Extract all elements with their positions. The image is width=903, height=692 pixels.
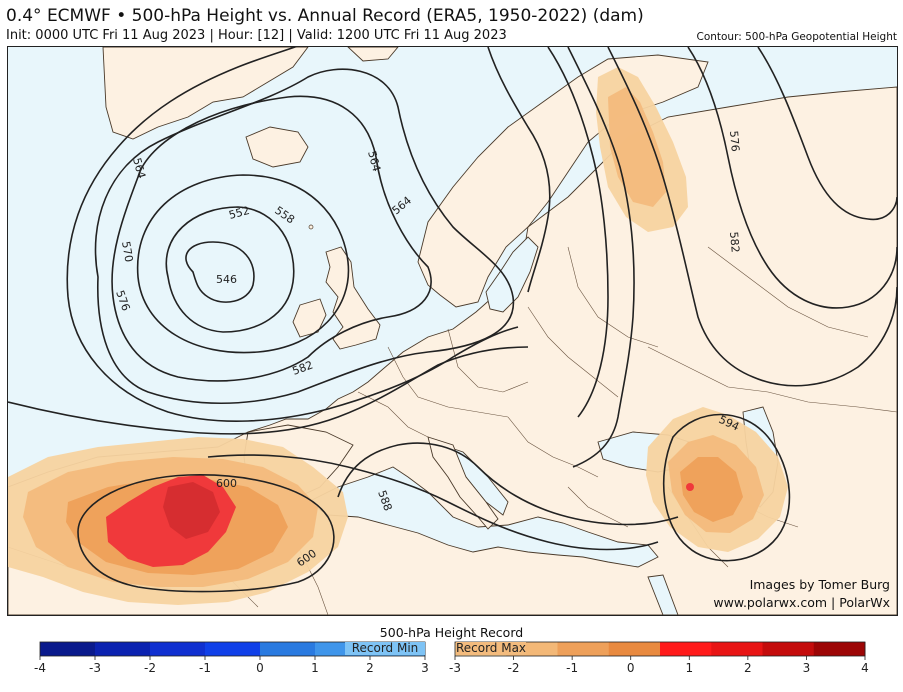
contour-label: 582 — [727, 231, 742, 253]
contour-label: 600 — [216, 477, 237, 490]
colorbar-legend: 500-hPa Height Record Record Min Record … — [0, 620, 903, 692]
contour-note: Contour: 500-hPa Geopotential Height — [696, 31, 897, 43]
colorbar-tick-label: -1 — [199, 661, 211, 675]
colorbar-tick-label: 2 — [366, 661, 374, 675]
colorbar-tick-label: 0 — [256, 661, 264, 675]
map-canvas: 564 570 576 552 558 546 564 564 576 582 … — [8, 47, 897, 615]
colorbar-tick-label: -3 — [449, 661, 461, 675]
record-min-label: Record Min — [352, 641, 419, 655]
colorbar-segment — [95, 642, 151, 656]
map-subtitle: Init: 0000 UTC Fri 11 Aug 2023 | Hour: [… — [6, 28, 507, 43]
record-max-ticks: -3 -2 -1 0 1 2 3 4 — [449, 656, 869, 675]
colorbar-segment — [260, 642, 316, 656]
colorbar-tick-label: -4 — [34, 661, 46, 675]
map-panel: 564 570 576 552 558 546 564 564 576 582 … — [7, 46, 898, 616]
legend-title: 500-hPa Height Record — [379, 625, 524, 640]
colorbar-tick-label: -2 — [144, 661, 156, 675]
land-greenland — [102, 47, 309, 140]
colorbar-segment — [762, 642, 815, 656]
credit-author: Images by Tomer Burg — [749, 577, 890, 592]
contour-label: 546 — [216, 273, 237, 286]
height-contours — [8, 47, 897, 593]
colorbar-tick-label: -1 — [566, 661, 578, 675]
colorbar-tick-label: 2 — [744, 661, 752, 675]
record-max-label: Record Max — [456, 641, 526, 655]
colorbar-tick-label: 3 — [803, 661, 811, 675]
colorbar-outline — [454, 641, 866, 657]
record-max-shading-africa — [8, 437, 348, 605]
colorbar-segment — [557, 642, 610, 656]
land-iceland — [245, 126, 309, 168]
colorbar-segment — [608, 642, 661, 656]
contour-label: 564 — [130, 156, 148, 180]
colorbar-tick-label: 3 — [421, 661, 429, 675]
contour-label: 570 — [119, 240, 135, 263]
contour-label: 552 — [227, 204, 251, 222]
colorbar-segment — [813, 642, 866, 656]
land-italy — [427, 436, 499, 530]
colorbar-segment — [711, 642, 763, 656]
colorbar-tick-label: -2 — [508, 661, 520, 675]
colorbar-tick-label: 0 — [627, 661, 635, 675]
colorbar-segment — [205, 642, 261, 656]
record-max-shading-turkey — [646, 407, 788, 552]
land-ireland — [292, 298, 327, 338]
header: 0.4° ECMWF • 500-hPa Height vs. Annual R… — [0, 0, 903, 46]
colorbar-segment — [150, 642, 206, 656]
land-svalbard — [347, 47, 399, 62]
sea-baltic — [485, 236, 539, 313]
colorbar-tick-label: 4 — [861, 661, 869, 675]
colorbar-segment — [660, 642, 712, 656]
colorbar-segment — [40, 642, 96, 656]
colorbar-tick-label: -3 — [89, 661, 101, 675]
land-faroe — [308, 224, 314, 230]
colorbar-tick-label: 1 — [311, 661, 319, 675]
record-min-ticks: -4 -3 -2 -1 0 1 2 3 — [34, 656, 429, 675]
sea-mediterranean — [307, 466, 659, 568]
land-britain — [325, 246, 381, 350]
contour-label: 564 — [365, 149, 383, 173]
colorbar-tick-label: 1 — [685, 661, 693, 675]
record-max-label-box — [456, 642, 526, 655]
record-min-label-box — [345, 642, 425, 655]
sea-red — [647, 574, 679, 615]
colorbar-svg: Record Min Record Max -4 -3 -2 -1 0 1 2 3 -3 -2-… — [34, 641, 869, 675]
contour-label: 576 — [727, 130, 742, 152]
map-title: 0.4° ECMWF • 500-hPa Height vs. Annual R… — [6, 6, 644, 26]
credit-website: www.polarwx.com | PolarWx — [713, 595, 890, 610]
